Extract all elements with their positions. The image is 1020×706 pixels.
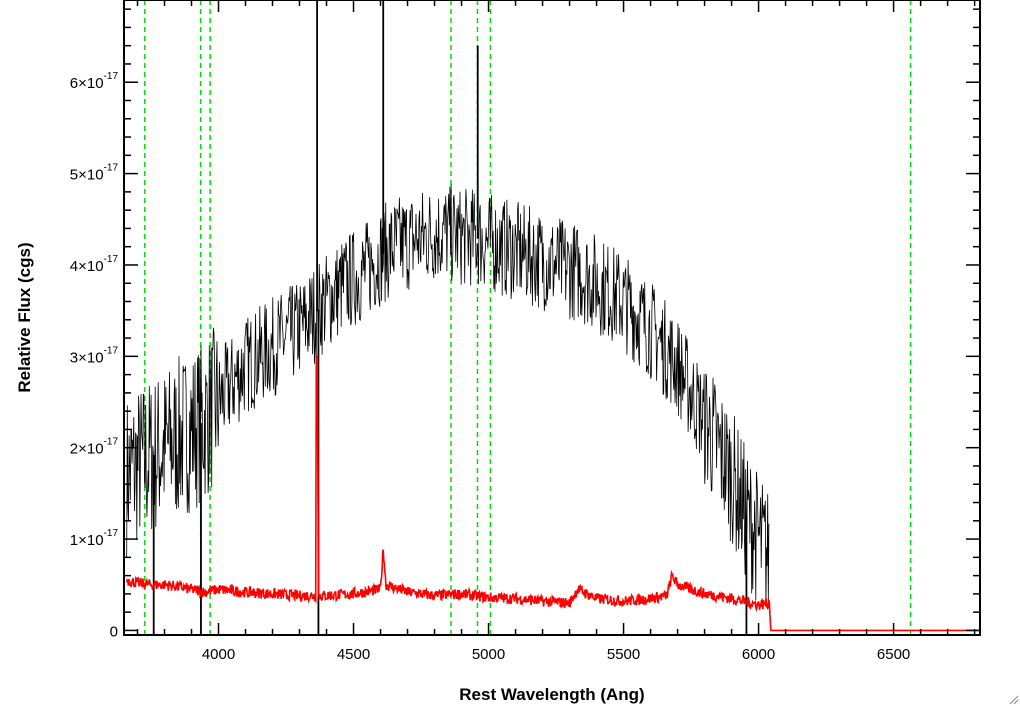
y-tick-label: 2×10-17 <box>70 437 119 458</box>
error-series <box>125 355 980 632</box>
plot-series <box>125 0 980 635</box>
y-tick-label: 1×10-17 <box>70 528 119 549</box>
x-tick-label: 4000 <box>202 646 235 663</box>
y-tick-label: 3×10-17 <box>70 345 119 366</box>
resize-grip-icon[interactable] <box>1009 695 1019 705</box>
x-tick-label: 6000 <box>742 646 775 663</box>
y-tick-label: 0 <box>110 623 118 640</box>
x-tick-label: 4500 <box>337 646 370 663</box>
y-tick-label: 5×10-17 <box>70 163 119 184</box>
x-axis-label: Rest Wavelength (Ang) <box>459 685 644 704</box>
plot-frame <box>123 0 981 636</box>
spectrum-series <box>126 184 770 607</box>
y-axis-label: Relative Flux (cgs) <box>15 242 34 392</box>
emission-line-markers <box>144 0 912 635</box>
x-tick-label: 5000 <box>472 646 505 663</box>
y-tick-label: 4×10-17 <box>70 254 119 275</box>
spectrum-spikes <box>152 0 748 635</box>
x-tick-label: 5500 <box>607 646 640 663</box>
x-axis-ticks: 4000 4500 5000 5500 6000 6500 <box>136 0 976 663</box>
y-tick-label: 6×10-17 <box>70 71 119 92</box>
x-tick-label: 6500 <box>877 646 910 663</box>
y-axis-ticks: 0 1×10-17 2×10-17 3×10-17 4×10-17 5×10-17 6×10… <box>70 8 980 640</box>
